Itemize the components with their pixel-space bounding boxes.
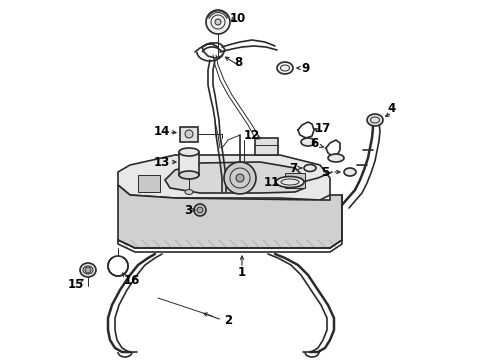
Polygon shape: [118, 155, 330, 200]
Circle shape: [85, 267, 91, 273]
Text: 14: 14: [154, 125, 170, 138]
Ellipse shape: [367, 114, 383, 126]
Text: 15: 15: [68, 278, 84, 291]
Text: 2: 2: [224, 314, 232, 327]
Circle shape: [215, 19, 221, 25]
Text: 10: 10: [230, 12, 246, 24]
Ellipse shape: [276, 176, 304, 188]
Text: 12: 12: [244, 129, 260, 141]
Polygon shape: [118, 185, 342, 248]
Circle shape: [206, 10, 230, 34]
Ellipse shape: [344, 168, 356, 176]
Text: 13: 13: [154, 156, 170, 168]
Circle shape: [194, 204, 206, 216]
Polygon shape: [285, 173, 305, 188]
Ellipse shape: [328, 154, 344, 162]
Text: 8: 8: [234, 55, 242, 68]
Ellipse shape: [185, 189, 193, 194]
Text: 4: 4: [388, 102, 396, 114]
Polygon shape: [179, 152, 199, 175]
Text: 5: 5: [321, 166, 329, 179]
Ellipse shape: [301, 138, 315, 146]
Circle shape: [185, 130, 193, 138]
Circle shape: [197, 207, 203, 213]
Ellipse shape: [80, 263, 96, 277]
Polygon shape: [138, 175, 160, 192]
Text: 7: 7: [289, 162, 297, 175]
Text: 17: 17: [315, 122, 331, 135]
Text: 11: 11: [264, 176, 280, 189]
Ellipse shape: [179, 171, 199, 179]
Text: 3: 3: [184, 203, 192, 216]
Text: 16: 16: [124, 274, 140, 287]
Ellipse shape: [304, 165, 316, 171]
Polygon shape: [255, 138, 278, 155]
Circle shape: [224, 162, 256, 194]
Circle shape: [236, 174, 244, 182]
Polygon shape: [180, 127, 198, 142]
Ellipse shape: [179, 148, 199, 156]
Text: 1: 1: [238, 266, 246, 279]
Polygon shape: [165, 162, 305, 193]
Ellipse shape: [277, 62, 293, 74]
Text: 9: 9: [301, 62, 309, 75]
Text: 6: 6: [310, 136, 318, 149]
